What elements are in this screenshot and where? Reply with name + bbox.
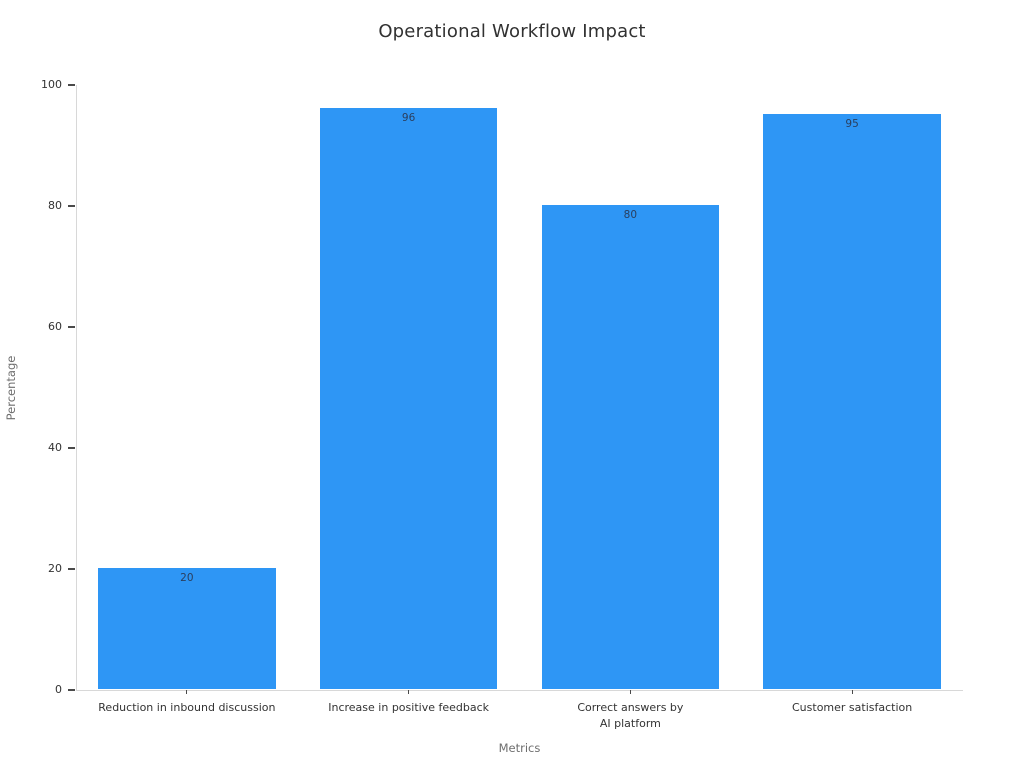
y-axis-title: Percentage xyxy=(4,355,18,421)
bar-value-label: 96 xyxy=(401,112,416,125)
y-tick-label: 40 xyxy=(48,441,62,454)
x-axis-title: Metrics xyxy=(498,741,541,755)
bar-value-label: 95 xyxy=(845,118,859,131)
chart-title: Operational Workflow Impact xyxy=(378,21,646,42)
x-tick-label: Customer satisfaction xyxy=(792,701,913,714)
bar-value-label: 20 xyxy=(180,572,194,584)
y-tick-label: 0 xyxy=(55,683,62,696)
x-axis-line xyxy=(76,690,963,691)
x-tick-label: Reduction in inbound discussion xyxy=(98,701,276,714)
bar-value-label: 80 xyxy=(623,209,638,221)
x-tick xyxy=(408,690,410,694)
y-axis-line xyxy=(76,85,77,690)
y-tick-label: 100 xyxy=(41,78,62,91)
y-tick xyxy=(68,205,75,207)
bar: 20 xyxy=(98,568,276,689)
bar: 95 xyxy=(763,114,941,689)
x-tick-label: Increase in positive feedback xyxy=(328,701,489,714)
y-tick-label: 60 xyxy=(48,320,62,333)
y-tick-label: 80 xyxy=(48,199,62,212)
y-tick xyxy=(68,689,75,691)
y-tick xyxy=(68,326,75,328)
y-tick xyxy=(68,447,75,449)
y-tick xyxy=(68,84,75,86)
y-tick xyxy=(68,568,75,570)
x-tick xyxy=(629,690,631,694)
x-tick-label: Correct answers by AI platform xyxy=(577,701,684,730)
bar: 80 xyxy=(541,205,720,689)
plot-area: 0 20 40 60 80 100 20 Reduction in inbound discu… xyxy=(41,78,963,730)
x-tick xyxy=(186,690,188,694)
x-tick xyxy=(851,690,853,694)
bar: 96 xyxy=(319,108,498,689)
y-tick-label: 20 xyxy=(48,562,62,575)
